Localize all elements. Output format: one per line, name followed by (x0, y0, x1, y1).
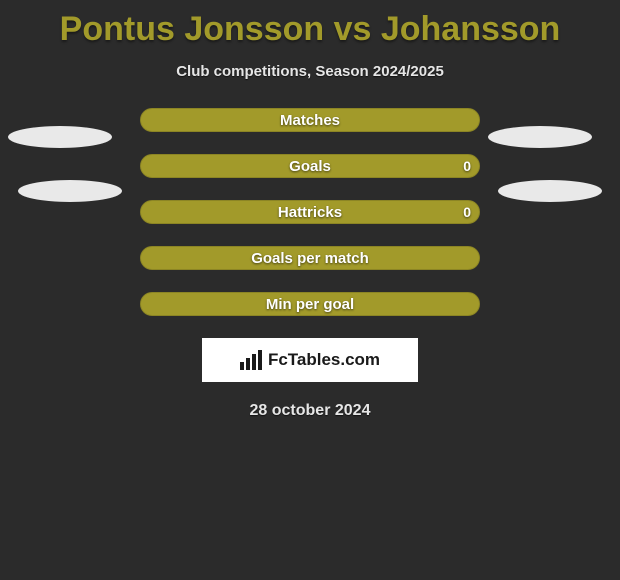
comparison-bars: MatchesGoals0Hattricks0Goals per matchMi… (140, 108, 480, 316)
decorative-oval (8, 126, 112, 148)
stat-label: Min per goal (141, 293, 479, 315)
stat-bar: Matches (140, 108, 480, 132)
decorative-oval (18, 180, 122, 202)
stat-label: Goals per match (141, 247, 479, 269)
page-subtitle: Club competitions, Season 2024/2025 (0, 63, 620, 80)
stat-label: Matches (141, 109, 479, 131)
stat-bar: Min per goal (140, 292, 480, 316)
stat-right-value: 0 (463, 201, 471, 223)
decorative-oval (498, 180, 602, 202)
snapshot-date: 28 october 2024 (0, 402, 620, 420)
stat-right-value: 0 (463, 155, 471, 177)
page-title: Pontus Jonsson vs Johansson (0, 0, 620, 49)
fctables-logo: FcTables.com (202, 338, 418, 382)
stat-label: Goals (141, 155, 479, 177)
decorative-oval (488, 126, 592, 148)
bar-chart-icon (240, 350, 262, 370)
stat-bar: Hattricks0 (140, 200, 480, 224)
stat-bar: Goals per match (140, 246, 480, 270)
stat-label: Hattricks (141, 201, 479, 223)
stat-bar: Goals0 (140, 154, 480, 178)
logo-text: FcTables.com (268, 350, 380, 370)
